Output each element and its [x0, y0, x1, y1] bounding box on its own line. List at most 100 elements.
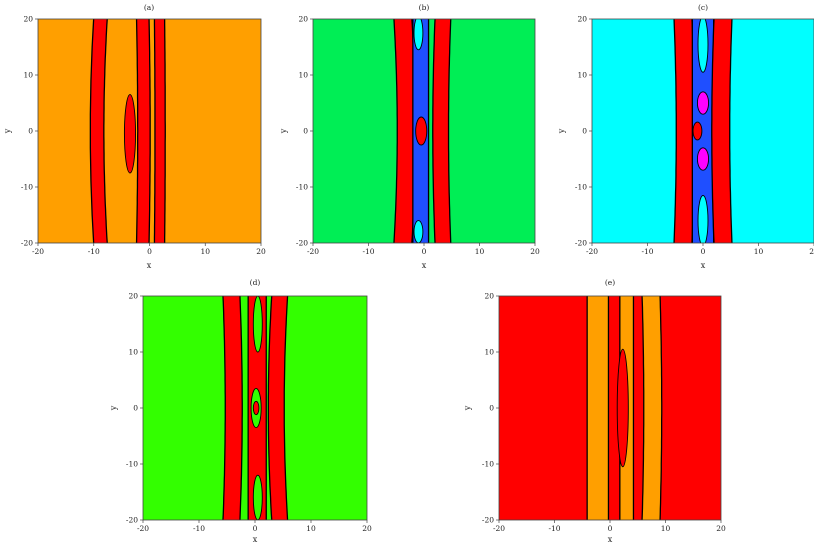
panel-b-spot: [413, 220, 424, 243]
panel-a: (a) x y -20 -10 0 10 20 -20 -10 0 10 20: [3, 3, 266, 270]
panel-c-xtick-label: -20: [586, 247, 598, 256]
panel-b-ylabel: y: [279, 128, 288, 134]
panel-a-ytick-label: 20: [23, 15, 33, 24]
panel-c-spot: [697, 147, 710, 171]
panel-a-xtick-label: 0: [147, 247, 152, 256]
panel-b: (b) x y -20 -10 0 10 20 -20 -10 0 10 20: [279, 3, 540, 270]
panel-c-ytick-label: -20: [575, 239, 587, 248]
panel-a-band: [155, 19, 165, 243]
panel-a-band: [91, 19, 107, 243]
panel-d-ytick-label: 20: [128, 292, 138, 301]
panel-b-xtick-label: 0: [422, 247, 427, 256]
panel-a-ytick-label: 10: [23, 71, 33, 80]
panel-b-band: [433, 19, 451, 243]
panel-e-spot: [616, 348, 629, 468]
panel-e-band: [642, 296, 662, 520]
panel-c-plot: -20 -10 0 10 20 -20 -10 0 10 20: [575, 15, 814, 256]
panel-b-ytick-label: -20: [296, 239, 308, 248]
panel-e-band: [587, 296, 608, 520]
panel-d-title: (d): [250, 278, 261, 287]
panel-b-xtick-label: 20: [530, 247, 540, 256]
panel-e-plot: -20 -10 0 10 20 -20 -10 0 10 20: [482, 292, 726, 533]
panel-c-band: [674, 19, 694, 243]
panel-e-xtick-label: 20: [716, 524, 726, 533]
panel-c-ytick-label: 20: [577, 15, 587, 24]
panel-e-ytick-label: -10: [482, 460, 494, 469]
panel-e-ytick-label: 0: [489, 404, 494, 413]
panel-a-plot: -20 -10 0 10 20 -20 -10 0 10 20: [21, 15, 266, 256]
panel-e-ylabel: y: [463, 405, 472, 411]
panel-d-xtick-label: 0: [253, 524, 258, 533]
panel-a-xtick-label: 20: [256, 247, 266, 256]
panel-e-xlabel: x: [608, 535, 613, 544]
panel-b-spot: [415, 116, 428, 146]
panel-c-spot: [692, 121, 703, 141]
panel-a-xtick-label: -10: [88, 247, 100, 256]
panel-d: (d) x y -20 -10 0 10 20 -20 -10 0 10 20: [109, 278, 372, 544]
panel-e-ytick-label: -20: [482, 516, 494, 525]
panel-c-spot: [697, 91, 710, 115]
panel-b-plot: -20 -10 0 10 20 -20 -10 0 10 20: [296, 15, 540, 256]
panel-d-band: [223, 296, 242, 520]
panel-e-ytick-label: 10: [484, 348, 494, 357]
panel-d-spot: [252, 296, 263, 353]
panel-e-ytick-label: 20: [484, 292, 494, 301]
panel-c-xtick-label: -10: [641, 247, 653, 256]
panel-d-ytick-label: 10: [128, 348, 138, 357]
panel-d-ytick-label: -10: [126, 460, 138, 469]
panel-a-ytick-label: -20: [21, 239, 33, 248]
panel-b-spot: [413, 19, 424, 51]
panel-c-ytick-label: 10: [577, 71, 587, 80]
panel-d-band: [269, 296, 287, 520]
panel-d-xtick-label: 10: [306, 524, 316, 533]
panel-d-plot: -20 -10 0 10 20 -20 -10 0 10 20: [126, 292, 372, 533]
panel-b-band: [394, 19, 415, 243]
panel-e-xtick-label: 10: [661, 524, 671, 533]
panel-b-xtick-label: -20: [307, 247, 319, 256]
panel-d-ytick-label: 0: [133, 404, 138, 413]
panel-c-band: [712, 19, 732, 243]
panel-a-ylabel: y: [3, 128, 12, 134]
panel-b-xtick-label: -10: [362, 247, 374, 256]
panel-b-title: (b): [419, 3, 430, 12]
panel-d-spot: [252, 474, 263, 520]
panel-c-spot: [697, 194, 709, 243]
panel-c-ytick-label: 0: [582, 127, 587, 136]
panel-c-xlabel: x: [701, 261, 706, 270]
panel-a-xtick-label: 10: [200, 247, 210, 256]
panel-e-title: (e): [605, 278, 615, 287]
panel-a-xlabel: x: [147, 261, 152, 270]
panel-d-ytick-label: -20: [126, 516, 138, 525]
panel-a-ytick-label: -10: [21, 183, 33, 192]
panel-c-ylabel: y: [557, 128, 566, 134]
panel-c-xtick-label: 20: [809, 247, 814, 256]
panel-d-ylabel: y: [109, 405, 118, 411]
panel-d-xlabel: x: [253, 535, 258, 544]
panel-e: (e) x y -20 -10 0 10 20 -20 -10 0 10 20: [463, 278, 726, 544]
panel-c-title: (c): [698, 3, 708, 12]
panel-e-xtick-label: -10: [548, 524, 560, 533]
panel-b-ytick-label: 10: [298, 71, 308, 80]
panel-c-xtick-label: 10: [754, 247, 764, 256]
panel-a-spot: [123, 94, 137, 174]
panel-c-ytick-label: -10: [575, 183, 587, 192]
panel-c-band: [693, 19, 713, 243]
panel-e-xtick-label: -20: [493, 524, 505, 533]
panel-d-xtick-label: -10: [193, 524, 205, 533]
panel-e-background: [499, 296, 721, 520]
panel-b-ytick-label: 20: [298, 15, 308, 24]
panel-e-xtick-label: 0: [608, 524, 613, 533]
panel-b-ytick-label: -10: [296, 183, 308, 192]
panel-c-xtick-label: 0: [701, 247, 706, 256]
panel-c-spot: [697, 19, 709, 73]
panel-a-ytick-label: 0: [28, 127, 33, 136]
panel-a-title: (a): [144, 3, 154, 12]
panel-c: (c) x y -20 -10 0 10 20 -20 -10 0 10 20: [557, 3, 814, 270]
panel-b-ytick-label: 0: [303, 127, 308, 136]
panel-b-xlabel: x: [422, 261, 427, 270]
panel-b-xtick-label: 10: [475, 247, 485, 256]
panel-a-xtick-label: -20: [32, 247, 44, 256]
panel-d-spot: [252, 400, 260, 416]
panel-a-band: [137, 19, 150, 243]
